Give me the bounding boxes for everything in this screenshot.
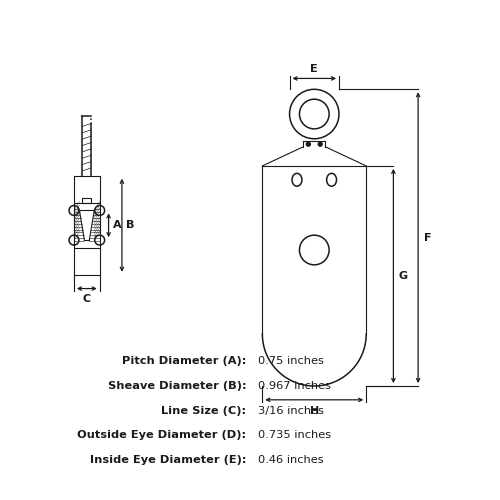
Text: B: B <box>126 220 134 230</box>
Text: F: F <box>424 232 432 242</box>
Text: Line Size (C):: Line Size (C): <box>162 406 246 415</box>
Circle shape <box>306 142 310 146</box>
Text: A: A <box>112 220 122 230</box>
Text: G: G <box>398 271 408 281</box>
Text: Inside Eye Diameter (E):: Inside Eye Diameter (E): <box>90 455 246 465</box>
Text: 0.967 inches: 0.967 inches <box>258 381 332 391</box>
Bar <box>82 198 92 202</box>
Text: Pitch Diameter (A):: Pitch Diameter (A): <box>122 356 246 366</box>
Text: 3/16 inches: 3/16 inches <box>258 406 324 415</box>
Circle shape <box>318 142 322 146</box>
Text: E: E <box>310 64 318 74</box>
Text: Outside Eye Diameter (D):: Outside Eye Diameter (D): <box>78 430 246 440</box>
Text: Sheave Diameter (B):: Sheave Diameter (B): <box>108 381 246 391</box>
Text: C: C <box>83 294 91 304</box>
Text: 0.735 inches: 0.735 inches <box>258 430 332 440</box>
Text: H: H <box>310 406 319 415</box>
Text: 0.75 inches: 0.75 inches <box>258 356 324 366</box>
Text: 0.46 inches: 0.46 inches <box>258 455 324 465</box>
